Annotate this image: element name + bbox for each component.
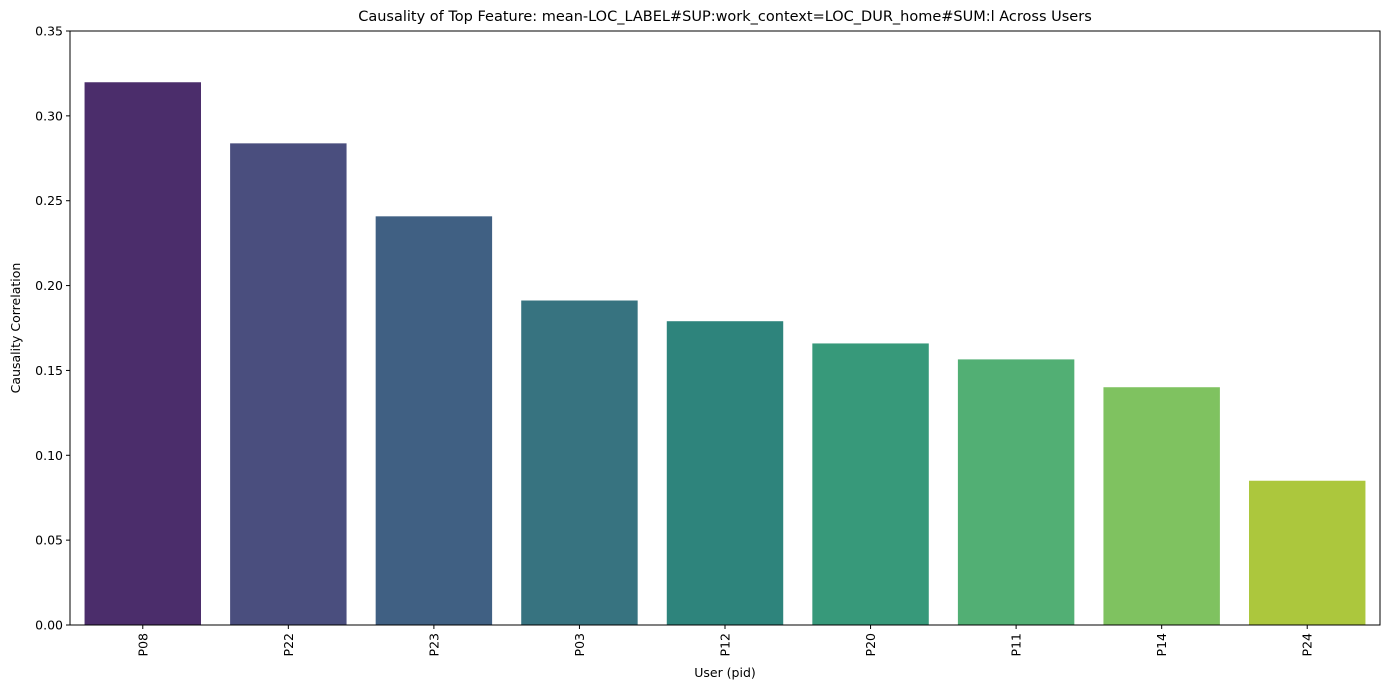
chart-title: Causality of Top Feature: mean-LOC_LABEL… — [358, 9, 1092, 25]
x-tick-label: P14 — [1154, 633, 1169, 656]
x-tick-label: P22 — [281, 633, 296, 656]
x-tick-label: P12 — [718, 633, 733, 656]
x-tick-label: P23 — [426, 633, 441, 656]
x-axis-label: User (pid) — [694, 665, 756, 680]
bar-p14 — [1103, 387, 1220, 625]
y-axis: 0.00 0.05 0.10 0.15 0.20 0.25 0.30 0.35 — [35, 24, 70, 633]
y-axis-label: Causality Correlation — [8, 263, 23, 394]
y-tick-label: 0.10 — [35, 448, 63, 463]
bar-p03 — [521, 300, 638, 625]
x-tick-label: P24 — [1300, 633, 1315, 656]
y-tick-label: 0.30 — [35, 108, 63, 123]
y-tick-label: 0.05 — [35, 533, 63, 548]
y-tick-label: 0.35 — [35, 24, 63, 39]
x-tick-label: P08 — [135, 633, 150, 656]
y-tick-label: 0.25 — [35, 193, 63, 208]
bar-p22 — [230, 143, 347, 625]
bar-p11 — [957, 359, 1075, 625]
bar-p12 — [666, 321, 784, 625]
bar-p08 — [84, 82, 201, 625]
x-tick-label: P20 — [863, 633, 878, 656]
y-tick-label: 0.15 — [35, 363, 63, 378]
y-tick-label: 0.00 — [35, 618, 63, 633]
bar-p20 — [812, 343, 929, 625]
bars-group — [84, 82, 1366, 625]
bar-p23 — [375, 216, 493, 625]
y-tick-label: 0.20 — [35, 278, 63, 293]
x-axis: P08 P22 P23 P03 P12 P20 P11 P14 P24 — [135, 625, 1315, 656]
plot-frame — [69, 30, 1381, 626]
x-tick-label: P11 — [1009, 633, 1024, 656]
bar-p24 — [1249, 480, 1366, 625]
x-tick-label: P03 — [572, 633, 587, 656]
